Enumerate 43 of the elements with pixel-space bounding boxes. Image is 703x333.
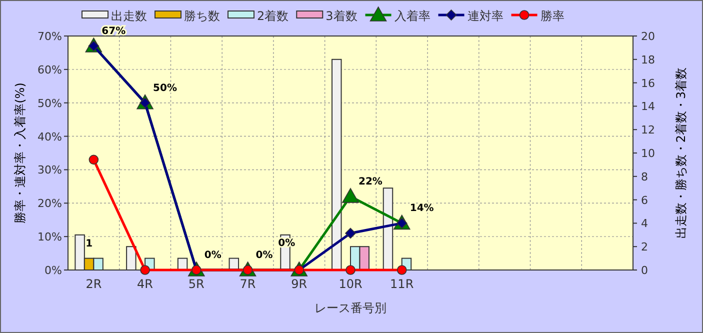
y-tick-label: 0% bbox=[44, 264, 62, 277]
x-tick-label: 4R bbox=[137, 277, 154, 291]
legend-label: 連対率 bbox=[467, 9, 504, 23]
data-label: 0% bbox=[256, 250, 273, 261]
y2-tick-label: 14 bbox=[641, 100, 655, 114]
y2-tick-label: 12 bbox=[641, 124, 655, 137]
x-tick-label: 11R bbox=[390, 277, 414, 291]
x-axis-title: レース番号別 bbox=[314, 301, 386, 315]
x-tick-label: 7R bbox=[240, 277, 256, 291]
data-label: 67% bbox=[102, 26, 126, 38]
y2-axis-title: 出走数・勝ち数・2着数・3着数 bbox=[674, 67, 688, 239]
data-label: 0% bbox=[204, 250, 222, 261]
y2-tick-label: 10 bbox=[641, 147, 655, 160]
legend-label: 2着数 bbox=[257, 9, 289, 23]
y-tick-label: 50% bbox=[38, 96, 62, 110]
y-tick-label: 60% bbox=[38, 63, 62, 76]
y-tick-label: 40% bbox=[38, 130, 62, 144]
legend-label: 勝率 bbox=[540, 9, 564, 23]
y-tick-label: 20% bbox=[38, 197, 62, 210]
legend-label: 出走数 bbox=[111, 9, 147, 23]
data-label: 1 bbox=[86, 238, 93, 250]
data-label: 14% bbox=[410, 203, 434, 214]
x-tick-label: 5R bbox=[188, 277, 204, 291]
y2-tick-label: 2 bbox=[641, 240, 648, 254]
y2-tick-label: 6 bbox=[641, 194, 648, 207]
y-tick-label: 30% bbox=[38, 164, 62, 177]
y2-tick-label: 18 bbox=[641, 53, 655, 66]
y2-tick-label: 16 bbox=[641, 76, 655, 90]
legend-label: 勝ち数 bbox=[184, 9, 220, 23]
y2-tick-label: 4 bbox=[641, 217, 648, 230]
legend-label: 3着数 bbox=[326, 9, 358, 23]
y-tick-label: 10% bbox=[38, 230, 62, 244]
data-label: 50% bbox=[153, 82, 177, 94]
x-tick-label: 9R bbox=[291, 277, 308, 291]
y2-tick-label: 8 bbox=[641, 170, 648, 184]
x-tick-label: 2R bbox=[86, 277, 102, 291]
legend-label: 入着率 bbox=[394, 9, 430, 23]
y2-tick-label: 20 bbox=[641, 30, 655, 43]
data-label: 22% bbox=[358, 176, 382, 188]
y2-tick-label: 0 bbox=[641, 264, 648, 277]
x-tick-label: 10R bbox=[338, 277, 362, 291]
y-tick-label: 70% bbox=[38, 30, 62, 43]
y-axis-title: 勝率・連対率・入着率(%) bbox=[13, 82, 27, 224]
